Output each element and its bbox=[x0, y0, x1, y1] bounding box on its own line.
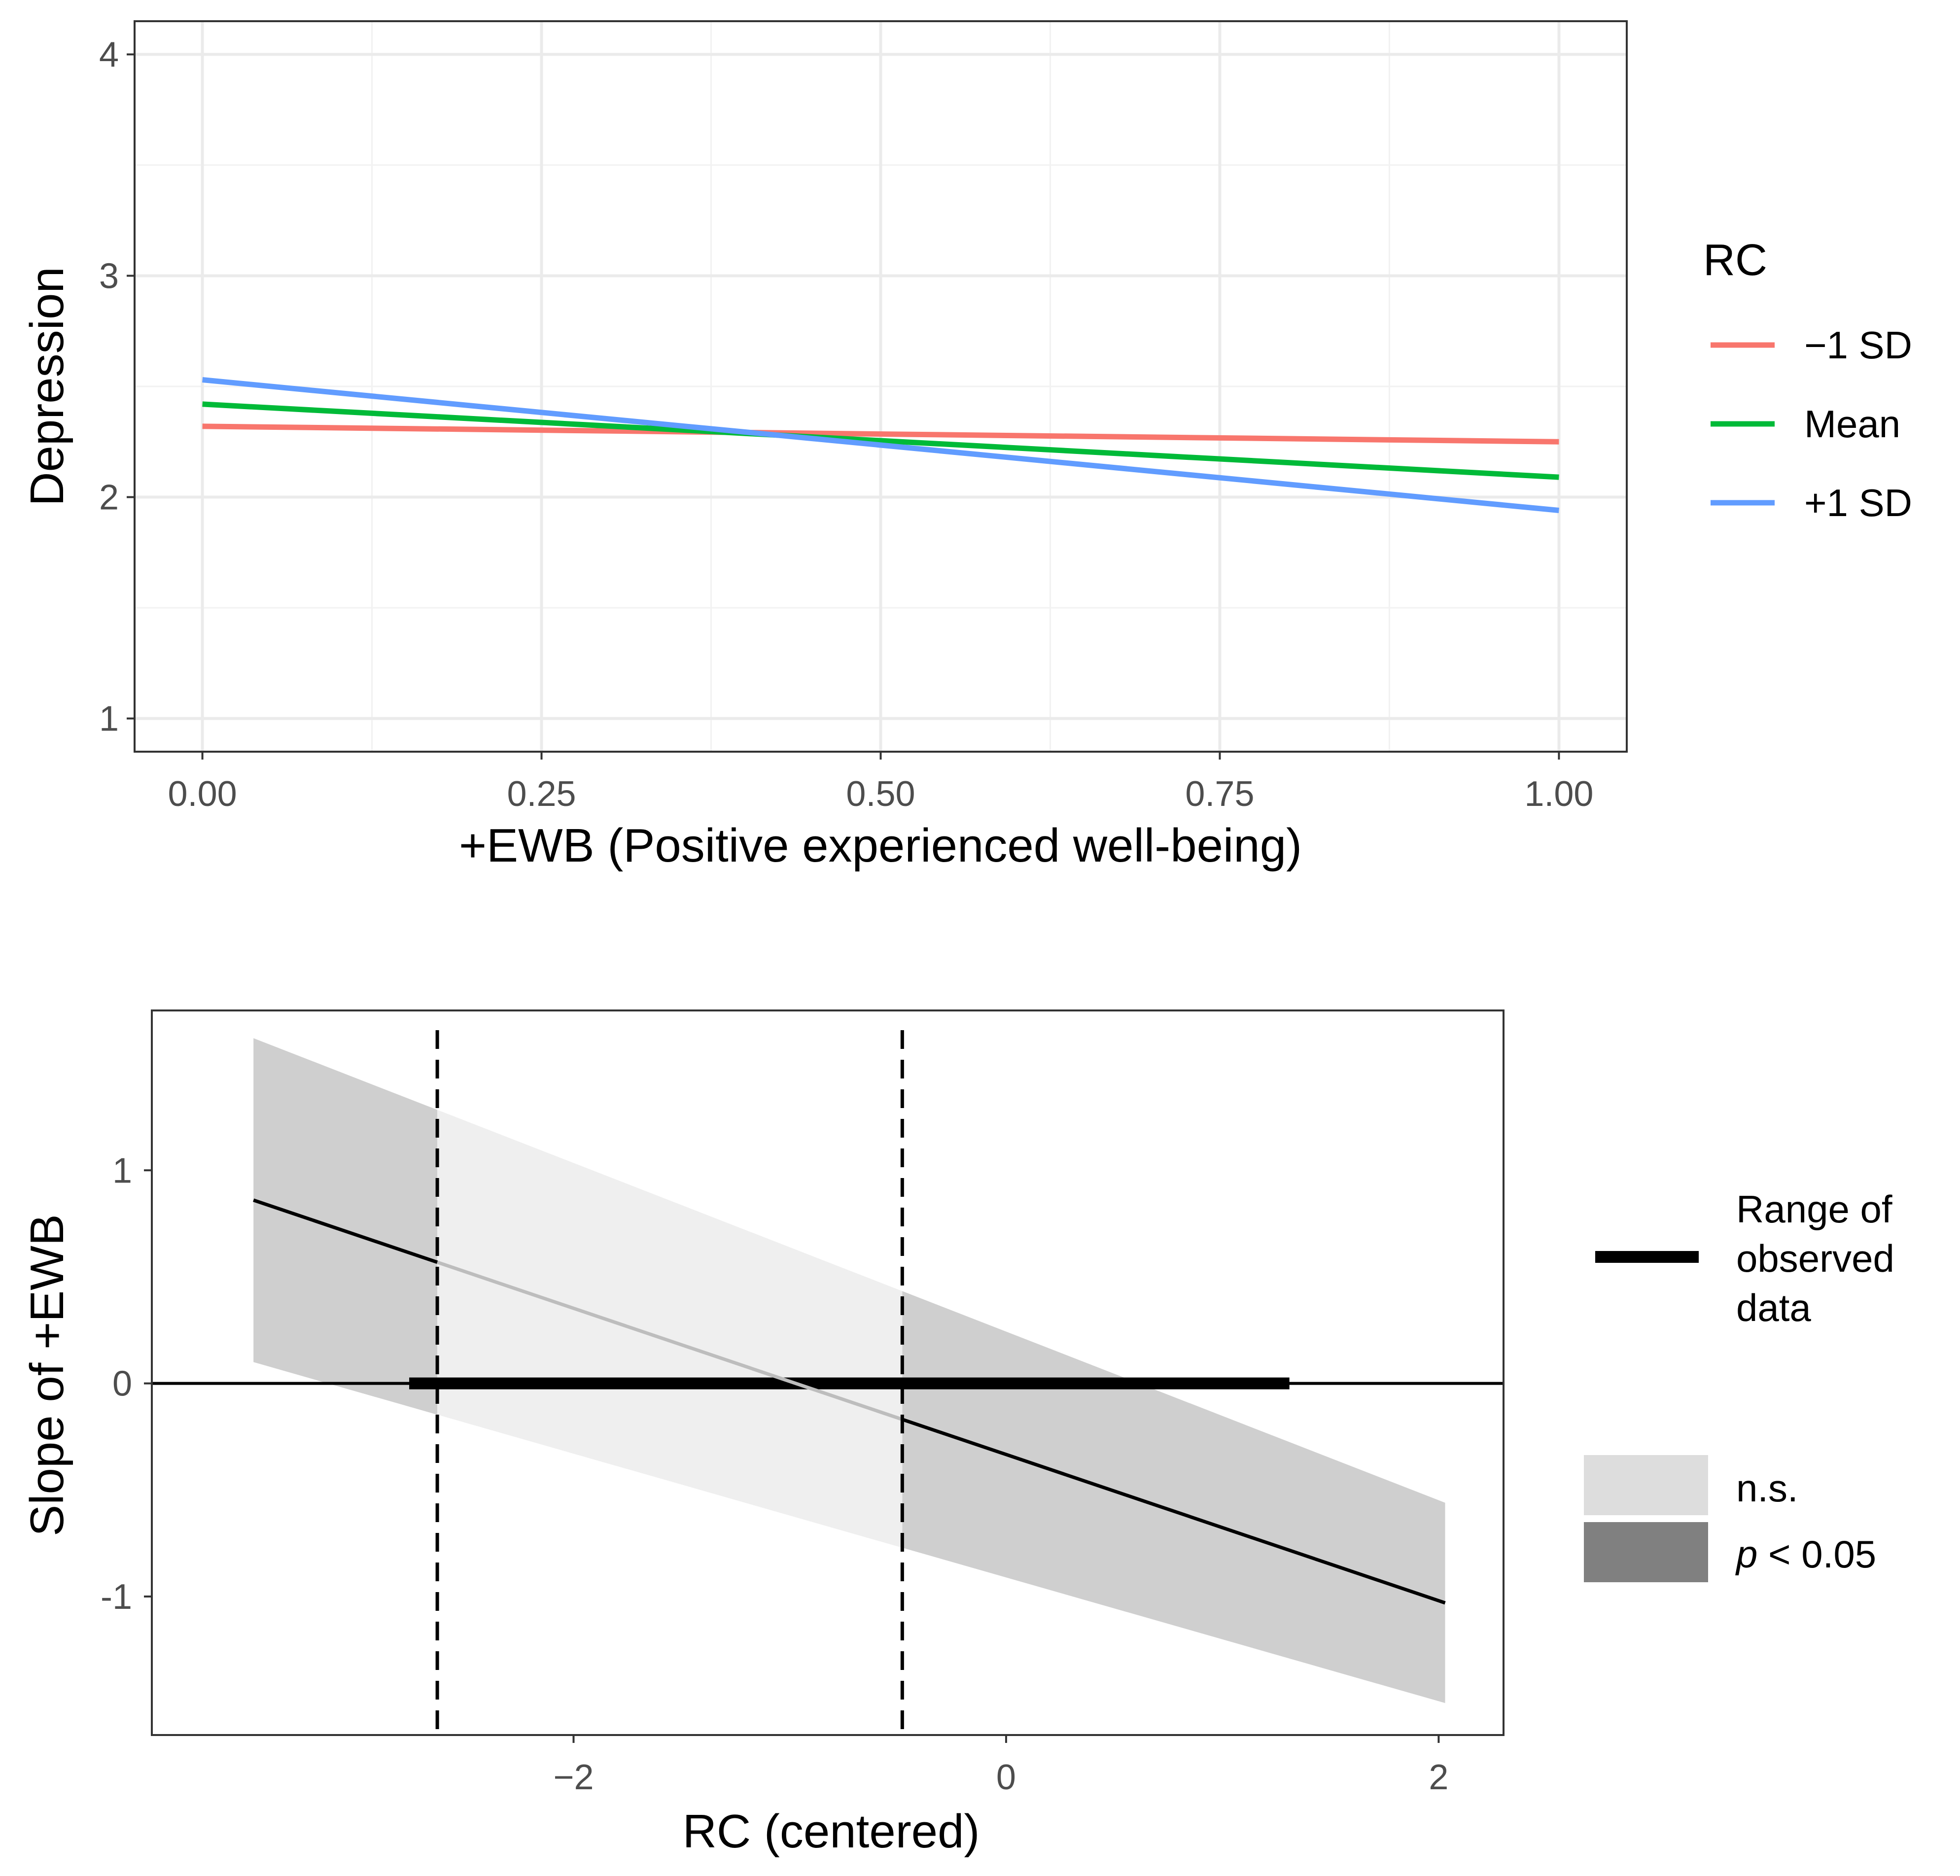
top-x-tick-label: 0.75 bbox=[1185, 774, 1254, 814]
legend-label-observed-range: Range of observed data bbox=[1736, 1187, 1905, 1329]
bottom-y-tick-label: 1 bbox=[112, 1151, 132, 1190]
legend-label-minus-1sd: −1 SD bbox=[1804, 323, 1912, 367]
top-series-lines bbox=[202, 377, 1559, 513]
bottom-x-tick-label: 2 bbox=[1429, 1758, 1448, 1797]
ci-band-significant-right bbox=[902, 1291, 1445, 1703]
top-y-tick-label: 3 bbox=[99, 256, 119, 296]
top-y-tick-label: 4 bbox=[99, 35, 119, 74]
series-line-mean bbox=[202, 401, 1559, 480]
top-x-tick-label: 0.50 bbox=[846, 774, 915, 814]
bottom-y-tick-label: 0 bbox=[112, 1364, 132, 1404]
top-y-axis-title: Depression bbox=[21, 267, 73, 506]
johnson-neyman-plot: 1 0 -1 −2 0 2 RC (centered) Slope of +EWB Ra… bbox=[21, 1009, 1905, 1858]
top-y-axis: 1 2 3 4 bbox=[99, 35, 135, 739]
legend-range-line-2: observed bbox=[1736, 1237, 1894, 1280]
slope-line-significant-right bbox=[902, 1418, 1446, 1605]
bottom-x-axis-title: RC (centered) bbox=[683, 1805, 980, 1858]
slope-line-nonsignificant bbox=[436, 1260, 903, 1422]
legend-items: −1 SD Mean +1 SD bbox=[1711, 323, 1912, 524]
bottom-y-tick-label: -1 bbox=[101, 1577, 132, 1617]
legend-range-line-3: data bbox=[1736, 1286, 1811, 1329]
ci-band-significant-left bbox=[253, 1038, 438, 1415]
top-gridlines bbox=[135, 21, 1627, 752]
series-line-minus-1sd bbox=[202, 423, 1559, 445]
top-legend: RC −1 SD Mean +1 SD bbox=[1703, 236, 1912, 524]
legend-label-mean: Mean bbox=[1804, 402, 1900, 446]
legend-sig-p: p bbox=[1735, 1532, 1757, 1576]
series-line-plus-1sd bbox=[202, 377, 1559, 513]
bottom-legend: Range of observed data n.s. p < 0.05 bbox=[1584, 1187, 1905, 1582]
legend-label-plus-1sd: +1 SD bbox=[1804, 481, 1912, 524]
bottom-y-axis: 1 0 -1 bbox=[101, 1151, 152, 1617]
bottom-y-axis-title: Slope of +EWB bbox=[21, 1214, 73, 1536]
legend-range-line-1: Range of bbox=[1736, 1187, 1892, 1231]
bottom-x-tick-label: 0 bbox=[996, 1758, 1016, 1797]
interaction-plot: 1 2 3 4 0.00 0.25 0.50 0.75 1.00 +EWB (Positive… bbox=[21, 20, 1912, 872]
top-x-axis: 0.00 0.25 0.50 0.75 1.00 bbox=[168, 752, 1593, 814]
bottom-plot-border bbox=[151, 1009, 1505, 1736]
top-x-tick-label: 0.25 bbox=[507, 774, 576, 814]
top-x-tick-label: 1.00 bbox=[1524, 774, 1593, 814]
top-y-tick-label: 1 bbox=[99, 699, 119, 739]
legend-label-significant: p < 0.05 bbox=[1735, 1532, 1876, 1576]
ci-band-nonsignificant bbox=[437, 1110, 903, 1548]
legend-key-significant bbox=[1584, 1522, 1708, 1582]
bottom-x-axis: −2 0 2 bbox=[553, 1735, 1448, 1797]
legend-key-ns bbox=[1584, 1455, 1708, 1515]
top-x-axis-title: +EWB (Positive experienced well-being) bbox=[459, 819, 1302, 872]
legend-title-rc: RC bbox=[1703, 236, 1767, 285]
legend-label-ns: n.s. bbox=[1736, 1466, 1798, 1510]
bottom-plot-content bbox=[152, 1030, 1504, 1735]
top-x-tick-label: 0.00 bbox=[168, 774, 237, 814]
slope-line-significant-left bbox=[253, 1198, 438, 1264]
top-y-tick-label: 2 bbox=[99, 478, 119, 518]
legend-sig-rest: < 0.05 bbox=[1757, 1532, 1876, 1576]
bottom-x-tick-label: −2 bbox=[553, 1758, 594, 1797]
